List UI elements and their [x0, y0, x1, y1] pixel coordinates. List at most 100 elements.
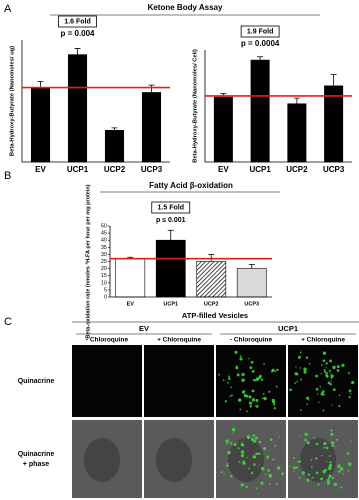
vesicle-signal	[224, 400, 227, 403]
vesicle-signal	[248, 401, 253, 405]
annotation: 1.9 Fold	[247, 28, 273, 35]
vesicle-signal	[255, 404, 257, 407]
vesicle-signal	[328, 369, 331, 372]
vesicle-signal	[274, 370, 277, 373]
vesicle-signal	[297, 355, 301, 359]
vesicle-signal	[336, 365, 340, 369]
condition-label: - Chloroquine	[86, 337, 129, 344]
vesicle-signal	[260, 378, 264, 382]
vesicle-signal	[330, 374, 334, 378]
vesicle-signal	[326, 460, 328, 462]
condition-label: + Chloroquine	[301, 337, 345, 344]
vesicle-signal	[298, 476, 301, 479]
vesicle-signal	[308, 362, 311, 365]
vesicle-signal	[241, 443, 245, 447]
vesicle-signal	[260, 481, 264, 485]
vesicle-signal	[240, 453, 245, 458]
vesicle-signal	[239, 355, 242, 358]
bar	[104, 129, 125, 163]
vesicle-signal	[322, 351, 327, 355]
vesicle-signal	[315, 387, 319, 391]
vesicle-signal	[327, 381, 331, 385]
vesicle-signal	[246, 457, 248, 459]
vesicle-signal	[226, 462, 229, 465]
vesicle-signal	[272, 400, 276, 404]
vesicle-signal	[222, 379, 225, 382]
vesicle-signal	[240, 450, 245, 454]
vesicle-signal	[262, 446, 267, 451]
y-axis-label: Beta-Hydroxy-Butyrate (Nanomoles/ ug)	[10, 46, 16, 156]
vesicle-signal	[315, 374, 318, 378]
vesicle-signal	[325, 362, 328, 365]
panel-label: A	[4, 3, 12, 15]
vesicle-signal	[295, 366, 297, 368]
annotation-box	[240, 25, 280, 38]
x-tick-label: UCP2	[204, 301, 219, 307]
y-tick-label: 20	[101, 266, 107, 272]
vesicle-signal	[296, 380, 299, 383]
vesicle-signal	[249, 405, 253, 408]
vesicle-signal	[255, 398, 259, 402]
vesicle-signal	[225, 464, 229, 467]
vesicle-signal	[241, 372, 245, 377]
row-label: + phase	[23, 461, 49, 468]
vesicle-signal	[294, 382, 296, 384]
annotation: p = 0.0004	[241, 39, 280, 48]
vesicle-signal	[262, 393, 265, 395]
vesicle-signal	[347, 372, 350, 375]
annotation: 1.6 Fold	[64, 18, 90, 25]
bar	[30, 87, 51, 163]
vesicle-signal	[223, 474, 225, 476]
vesicle-signal	[332, 444, 335, 448]
vesicle-signal	[311, 477, 314, 480]
vesicle-signal	[236, 441, 239, 443]
vesicle-signal	[315, 442, 319, 446]
vesicle-signal	[220, 471, 223, 474]
micrograph	[288, 345, 358, 417]
vesicle-signal	[329, 461, 332, 464]
vesicle-signal	[245, 485, 248, 489]
vesicle-signal	[332, 365, 336, 370]
vesicle-signal	[324, 370, 327, 373]
vesicle-signal	[240, 483, 244, 487]
micrograph	[144, 345, 214, 417]
row-label: Quinacrine	[18, 451, 55, 458]
vesicle-signal	[278, 435, 281, 438]
bar	[196, 261, 227, 298]
vesicle-signal	[261, 397, 264, 400]
error-bar	[293, 97, 300, 104]
group-label: UCP1	[278, 324, 298, 333]
vesicle-signal	[254, 436, 258, 440]
vesicle-signal	[253, 463, 256, 466]
vesicle-signal	[237, 447, 240, 450]
vesicle-signal	[335, 438, 338, 441]
vesicle-signal	[247, 467, 250, 470]
vesicle-signal	[230, 442, 233, 445]
vesicle-signal	[348, 389, 352, 393]
vesicle-signal	[306, 403, 309, 405]
y-tick-label: 50	[101, 223, 107, 229]
vesicle-signal	[225, 439, 229, 443]
bar	[155, 239, 186, 298]
y-axis-label: Beta-oxidation rate (nmoles ³H-FA per ho…	[84, 184, 91, 338]
vesicle-signal	[250, 472, 254, 475]
vesicle-signal	[227, 381, 229, 384]
y-tick-label: 10	[101, 280, 107, 286]
vesicle-signal	[300, 378, 303, 381]
vesicle-signal	[263, 396, 267, 401]
annotation-box	[151, 201, 191, 214]
vesicle-signal	[299, 367, 302, 369]
vesicle-signal	[246, 410, 248, 413]
x-tick-label: UCP1	[249, 165, 271, 174]
row-label: Quinacrine	[18, 378, 55, 385]
vesicle-signal	[330, 429, 333, 432]
x-tick-label: UCP3	[323, 165, 345, 174]
vesicle-signal	[238, 460, 241, 463]
vesicle-signal	[310, 458, 313, 461]
vesicle-signal	[326, 481, 330, 485]
annotation-box	[58, 15, 97, 28]
vesicle-signal	[241, 378, 245, 383]
bar	[115, 258, 146, 298]
vesicle-signal	[350, 393, 352, 395]
vesicle-signal	[333, 482, 338, 487]
